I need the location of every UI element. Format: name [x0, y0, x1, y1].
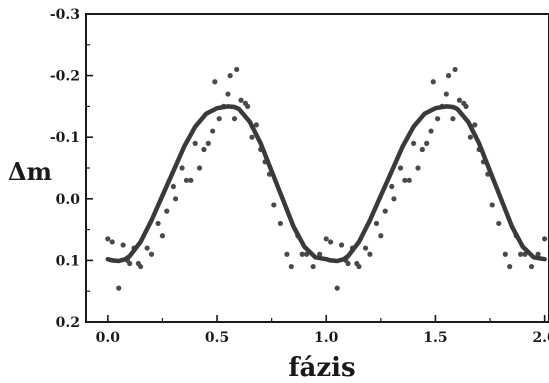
data-point — [362, 245, 369, 251]
data-point — [424, 140, 430, 146]
data-point — [389, 183, 395, 190]
data-point — [137, 263, 144, 270]
data-point — [170, 183, 176, 190]
data-point — [378, 233, 384, 239]
x-axis: 0.0 0.5 1.0 1.5 2.0 — [96, 315, 549, 346]
data-point — [192, 140, 198, 146]
data-point — [528, 263, 535, 270]
data-point — [345, 260, 351, 267]
data-point — [535, 251, 541, 257]
x-tick-label: 2.0 — [532, 330, 549, 346]
data-point — [391, 196, 397, 202]
data-point — [317, 251, 323, 257]
data-point — [179, 165, 185, 171]
data-point — [253, 122, 259, 128]
data-point — [452, 66, 458, 73]
data-point — [245, 103, 251, 109]
data-point — [155, 220, 161, 227]
data-point — [502, 251, 508, 257]
y-tick-label: -0.1 — [50, 130, 80, 146]
data-point — [288, 263, 294, 270]
data-point — [144, 245, 150, 251]
data-point — [234, 66, 240, 73]
data-point — [373, 220, 380, 227]
data-point — [518, 251, 524, 257]
data-point — [116, 285, 122, 291]
data-point — [410, 140, 417, 146]
data-point — [227, 73, 233, 79]
data-point — [127, 260, 133, 267]
data-point — [443, 91, 449, 97]
y-axis: -0.3 -0.2 -0.1 0.0 0.1 0.2 — [50, 7, 93, 331]
data-point — [120, 242, 126, 248]
data-point — [196, 165, 203, 171]
data-point — [450, 116, 456, 122]
data-point — [334, 285, 340, 291]
data-point — [472, 122, 478, 128]
data-point — [445, 73, 452, 79]
x-tick-label: 0.5 — [205, 330, 229, 346]
data-point — [507, 263, 513, 270]
data-point — [402, 177, 408, 183]
x-tick-label: 0.0 — [96, 330, 121, 346]
data-point — [328, 239, 334, 245]
data-point — [225, 91, 231, 97]
data-point — [164, 208, 170, 214]
y-tick-label: 0.2 — [56, 315, 80, 331]
data-point — [159, 233, 166, 239]
y-tick-label: -0.2 — [50, 69, 80, 85]
y-tick-label: 0.0 — [56, 192, 81, 208]
data-point — [323, 236, 329, 242]
x-tick-label: 1.0 — [314, 330, 339, 346]
y-tick-label: 0.1 — [56, 253, 80, 269]
y-tick-label: -0.3 — [50, 7, 80, 23]
data-point — [238, 97, 244, 103]
data-point — [212, 79, 218, 85]
data-point — [496, 220, 502, 227]
data-point — [415, 165, 421, 171]
data-point — [172, 196, 179, 202]
data-point — [419, 146, 425, 153]
data-point — [148, 251, 155, 257]
fit-curve — [105, 104, 547, 264]
data-point — [109, 239, 115, 245]
plot-area — [85, 13, 549, 323]
data-point — [205, 140, 211, 146]
data-point — [216, 116, 222, 122]
data-point — [105, 236, 111, 242]
data-point — [467, 134, 473, 140]
data-point — [542, 236, 548, 242]
data-point — [356, 263, 362, 270]
data-point — [428, 128, 434, 134]
data-point — [463, 103, 469, 109]
data-point — [489, 202, 495, 208]
y-axis-label: Δm — [8, 157, 52, 186]
data-point — [430, 79, 436, 85]
data-point — [188, 177, 194, 183]
data-point — [338, 242, 345, 248]
data-point — [249, 134, 255, 140]
data-point — [382, 208, 388, 214]
data-point — [367, 251, 373, 257]
data-point — [397, 165, 404, 171]
data-point — [201, 146, 207, 153]
x-tick-label: 1.5 — [423, 330, 447, 346]
data-point — [299, 251, 305, 257]
data-point — [435, 116, 441, 122]
data-point — [406, 177, 412, 183]
data-point — [271, 202, 277, 208]
data-point — [277, 220, 283, 227]
data-point — [231, 116, 238, 122]
data-point — [210, 128, 216, 134]
x-axis-label: fázis — [288, 353, 355, 383]
plot-frame — [85, 13, 549, 323]
data-point — [284, 251, 290, 257]
data-point — [183, 177, 190, 183]
data-point — [310, 263, 316, 270]
data-point — [456, 97, 463, 103]
